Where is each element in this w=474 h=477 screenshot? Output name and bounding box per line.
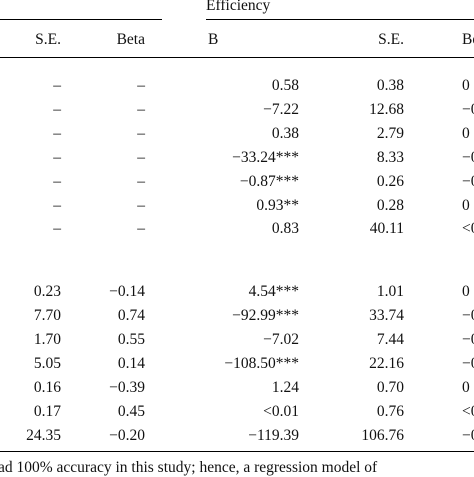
cell-beta-1: – xyxy=(137,149,145,166)
cell-beta-2: 0 xyxy=(462,197,470,214)
cell-b: −119.39 xyxy=(248,427,299,444)
cell-se-2: 0.26 xyxy=(376,173,404,190)
cell-se-2: 8.33 xyxy=(376,149,404,166)
cell-se-1: – xyxy=(53,101,61,118)
cell-se-1: 7.70 xyxy=(33,307,61,324)
cell-b: 0.93** xyxy=(256,197,299,214)
cell-beta-2: −0 xyxy=(462,173,474,190)
cell-se-2: 1.01 xyxy=(376,283,404,300)
cell-se-1: – xyxy=(53,173,61,190)
efficiency-header: Efficiency xyxy=(206,0,271,14)
cell-se-2: 0.28 xyxy=(376,197,404,214)
cell-beta-2: −0 xyxy=(462,307,474,324)
cell-beta-2: <0 xyxy=(462,403,474,420)
cell-b: 0.38 xyxy=(271,125,299,142)
cell-b: −7.22 xyxy=(263,101,299,118)
cell-beta-1: −0.20 xyxy=(109,427,145,444)
cell-beta-1: – xyxy=(137,101,145,118)
cell-b: −92.99*** xyxy=(232,307,299,324)
cell-beta-1: 0.14 xyxy=(117,355,145,372)
cell-se-2: 7.44 xyxy=(376,331,404,348)
cell-beta-1: – xyxy=(137,220,145,237)
cell-b: −7.02 xyxy=(263,331,299,348)
cell-se-2: 40.11 xyxy=(369,220,404,237)
cell-b: 0.58 xyxy=(271,77,299,94)
cell-beta-2: −0 xyxy=(462,427,474,444)
cell-beta-1: – xyxy=(137,173,145,190)
cell-beta-2: 0 xyxy=(462,379,470,396)
cell-se-2: 22.16 xyxy=(369,355,404,372)
cell-beta-2: −0 xyxy=(462,331,474,348)
cell-se-1: 0.23 xyxy=(33,283,61,300)
cell-se-2: 12.68 xyxy=(369,101,404,118)
cell-beta-1: – xyxy=(137,125,145,142)
cell-se-1: 24.35 xyxy=(26,427,61,444)
cell-se-1: – xyxy=(53,149,61,166)
cell-beta-2: −0 xyxy=(462,355,474,372)
cell-beta-1: 0.45 xyxy=(117,403,145,420)
cell-se-2: 0.38 xyxy=(376,77,404,94)
cell-beta-2: −0 xyxy=(462,101,474,118)
cell-se-1: – xyxy=(53,77,61,94)
cell-beta-1: – xyxy=(137,77,145,94)
cell-beta-2: <0. xyxy=(462,220,474,237)
cell-se-2: 0.70 xyxy=(376,379,404,396)
cell-se-2: 106.76 xyxy=(361,427,404,444)
col-header-beta-2: Beta xyxy=(462,31,474,48)
cell-se-2: 2.79 xyxy=(376,125,404,142)
cell-beta-1: −0.39 xyxy=(109,379,145,396)
col-header-se-1: S.E. xyxy=(35,31,61,48)
cell-se-1: 5.05 xyxy=(33,355,61,372)
cell-se-1: 0.16 xyxy=(33,379,61,396)
cell-beta-2: 0 xyxy=(462,125,470,142)
header-rule-left xyxy=(0,19,162,20)
footnote-text: ad 100% accuracy in this study; hence, a… xyxy=(0,459,378,476)
col-header-b: B xyxy=(208,31,219,48)
table-bottom-rule xyxy=(0,451,474,452)
cell-se-1: – xyxy=(53,220,61,237)
cell-b: 1.24 xyxy=(271,379,299,396)
cell-beta-1: – xyxy=(137,197,145,214)
cell-beta-1: 0.55 xyxy=(117,331,145,348)
cell-se-1: – xyxy=(53,125,61,142)
cell-beta-2: 0 xyxy=(462,77,470,94)
cell-se-1: – xyxy=(53,197,61,214)
cell-beta-1: −0.14 xyxy=(109,283,145,300)
cell-b: −108.50*** xyxy=(224,355,299,372)
header-rule-right xyxy=(206,19,474,20)
cell-b: 4.54*** xyxy=(248,283,299,300)
column-header-rule xyxy=(0,57,474,58)
cell-b: 0.83 xyxy=(271,220,299,237)
cell-beta-1: 0.74 xyxy=(117,307,145,324)
col-header-beta-1: Beta xyxy=(116,31,145,48)
cell-b: −33.24*** xyxy=(232,149,299,166)
cell-beta-2: 0 xyxy=(462,283,470,300)
cell-se-2: 0.76 xyxy=(376,403,404,420)
cell-beta-2: −0 xyxy=(462,149,474,166)
cell-se-1: 1.70 xyxy=(33,331,61,348)
col-header-se-2: S.E. xyxy=(378,31,404,48)
cell-b: <0.01 xyxy=(263,403,299,420)
cell-se-1: 0.17 xyxy=(33,403,61,420)
cell-se-2: 33.74 xyxy=(369,307,404,324)
cell-b: −0.87*** xyxy=(239,173,299,190)
